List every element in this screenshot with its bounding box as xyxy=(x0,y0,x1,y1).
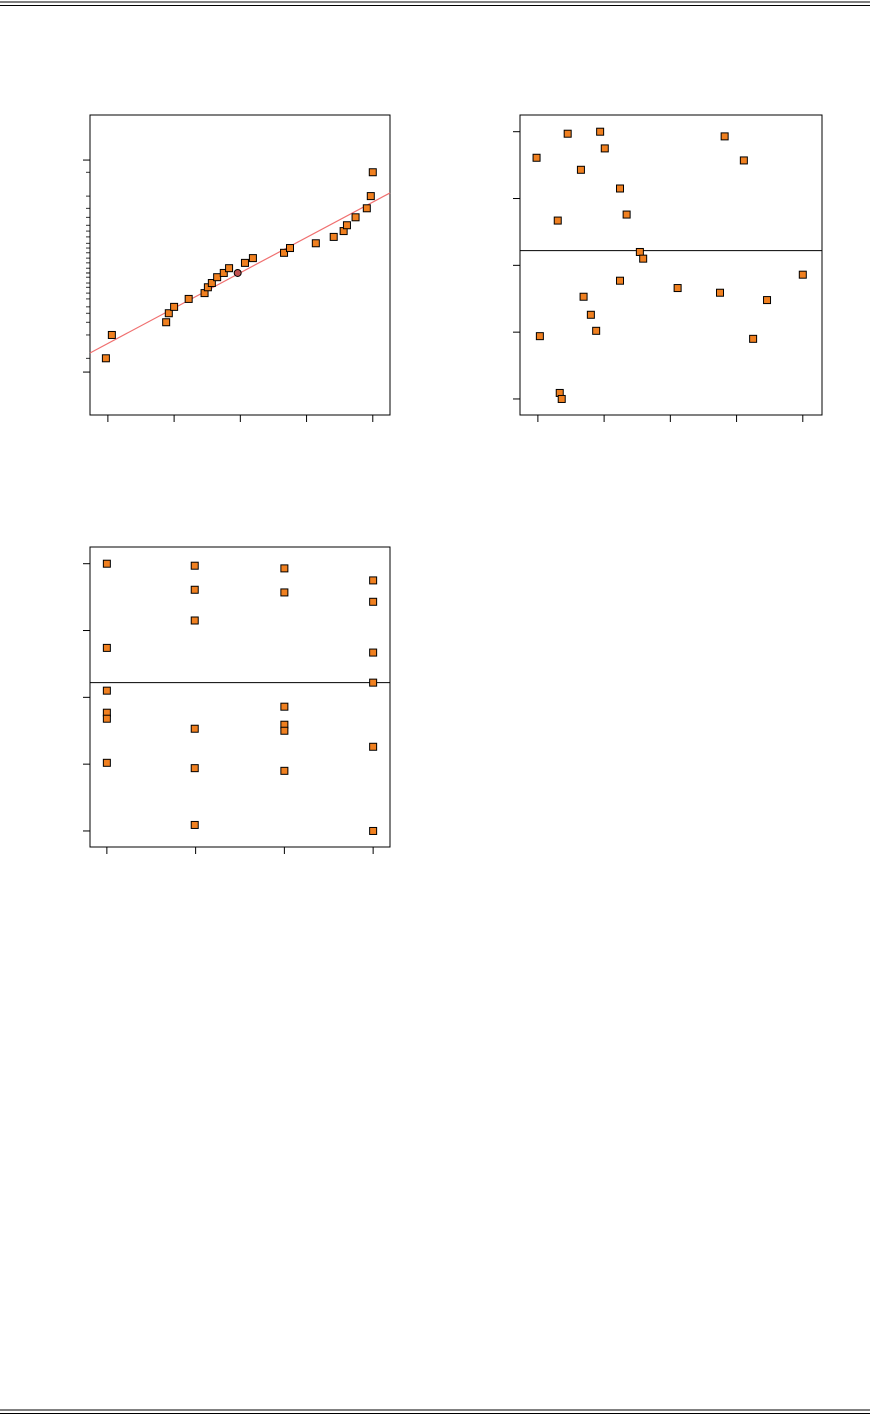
point xyxy=(366,192,375,201)
plot-frame xyxy=(519,114,823,416)
point xyxy=(280,726,289,735)
point xyxy=(240,258,249,267)
point xyxy=(190,585,199,594)
point xyxy=(616,184,625,193)
point xyxy=(622,210,631,219)
point xyxy=(639,254,648,263)
point xyxy=(369,576,378,585)
point xyxy=(535,332,544,341)
point xyxy=(592,326,601,335)
point xyxy=(369,648,378,657)
plot-frame xyxy=(89,114,391,416)
point xyxy=(190,820,199,829)
point xyxy=(579,292,588,301)
point xyxy=(225,264,234,273)
point xyxy=(673,284,682,293)
point xyxy=(286,244,294,253)
point xyxy=(739,156,748,165)
point xyxy=(102,714,111,723)
point xyxy=(342,221,351,230)
point xyxy=(798,270,807,279)
point xyxy=(329,232,338,241)
point xyxy=(190,724,199,733)
highlight-point xyxy=(233,268,242,277)
point xyxy=(107,330,116,339)
point xyxy=(280,766,289,775)
point xyxy=(311,239,320,248)
point xyxy=(576,165,585,174)
point xyxy=(616,276,625,285)
point xyxy=(102,686,111,695)
point xyxy=(563,129,572,138)
point xyxy=(190,561,199,570)
point xyxy=(164,309,173,318)
point xyxy=(170,302,179,311)
point xyxy=(586,310,595,319)
plot-frame xyxy=(89,546,391,848)
point xyxy=(362,204,371,213)
point xyxy=(716,288,725,297)
point xyxy=(763,296,772,305)
point xyxy=(596,127,605,136)
point xyxy=(102,559,111,568)
point xyxy=(248,254,257,263)
point xyxy=(369,597,378,606)
point xyxy=(369,826,378,835)
point xyxy=(102,643,111,652)
point xyxy=(101,354,110,363)
point xyxy=(280,702,289,711)
point xyxy=(553,216,562,225)
point xyxy=(369,678,378,687)
point xyxy=(368,168,377,177)
point xyxy=(532,153,541,162)
point xyxy=(280,248,289,257)
point xyxy=(557,394,566,403)
point xyxy=(207,279,216,288)
point xyxy=(280,564,289,573)
point xyxy=(749,334,758,343)
point xyxy=(600,144,609,153)
point xyxy=(102,758,111,767)
point xyxy=(190,764,199,773)
point xyxy=(369,742,378,751)
point xyxy=(162,318,171,327)
point xyxy=(190,616,199,625)
point xyxy=(635,247,644,256)
point xyxy=(219,268,228,277)
point xyxy=(184,294,193,303)
point xyxy=(720,132,729,141)
point xyxy=(213,273,222,282)
point xyxy=(280,588,289,597)
point xyxy=(351,213,360,222)
